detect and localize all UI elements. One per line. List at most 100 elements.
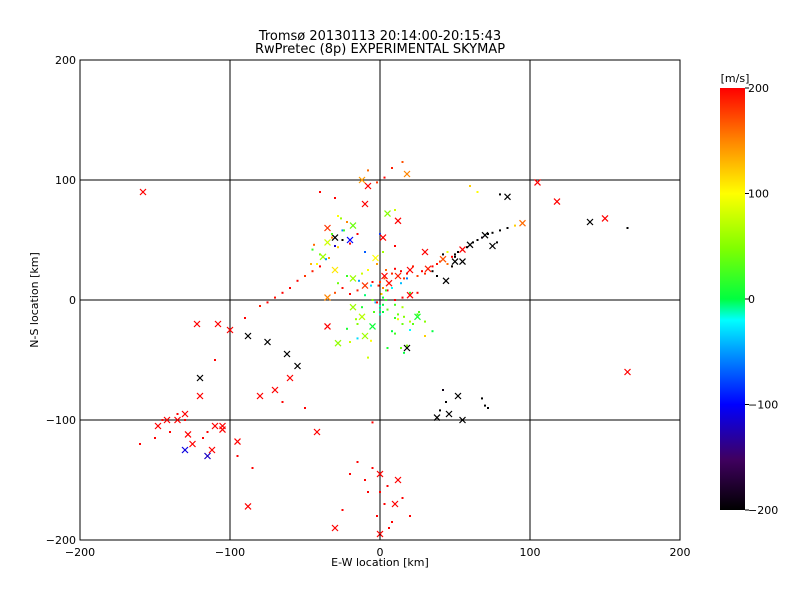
data-point-dot-190 <box>376 181 378 184</box>
data-point-dot-259 <box>391 287 393 289</box>
data-point-dot-256 <box>361 306 363 309</box>
data-point-cross-87 <box>331 524 339 532</box>
data-point-dot-73 <box>139 443 141 445</box>
data-point-dot-93 <box>391 521 393 523</box>
data-point-dot-70 <box>184 419 186 421</box>
y-tick-label-3: 100 <box>55 174 76 187</box>
data-point-dot-42 <box>506 227 509 229</box>
data-point-cross-164 <box>459 416 466 424</box>
data-point-dot-40 <box>491 231 494 234</box>
data-point-dot-89 <box>386 485 389 487</box>
data-point-cross-242 <box>174 416 181 424</box>
y-axis-label: N-S location [km] <box>28 252 41 348</box>
data-point-dot-177 <box>346 221 348 223</box>
data-point-dot-64 <box>266 301 269 304</box>
data-point-dot-129 <box>367 356 369 359</box>
data-point-dot-186 <box>391 167 393 169</box>
data-point-cross-192 <box>358 176 366 184</box>
data-point-cross-243 <box>163 416 171 424</box>
data-point-dot-29 <box>451 255 453 258</box>
data-point-cross-237 <box>264 338 271 346</box>
data-point-dot-101 <box>394 317 396 319</box>
data-point-dot-182 <box>331 233 333 235</box>
colorbar: [m/s] −200 −100 0 100 200 <box>720 72 778 517</box>
data-point-dot-105 <box>349 341 351 343</box>
data-point-dot-4 <box>385 269 387 271</box>
data-point-dot-30 <box>454 253 456 256</box>
data-point-dot-250 <box>394 299 396 301</box>
data-point-dot-116 <box>412 323 414 325</box>
data-point-dot-106 <box>386 347 389 349</box>
data-point-cross-27 <box>439 255 447 263</box>
data-point-cross-212 <box>204 452 211 460</box>
data-point-cross-241 <box>181 410 189 418</box>
data-point-dot-169 <box>487 407 489 409</box>
data-point-dot-21 <box>421 270 423 273</box>
data-point-dot-53 <box>346 275 348 277</box>
data-point-dot-24 <box>431 265 434 268</box>
x-tick-label-4: 200 <box>670 546 691 559</box>
data-point-dot-17 <box>406 272 408 275</box>
data-point-dot-39 <box>487 233 489 235</box>
data-point-dot-136 <box>371 299 374 301</box>
data-point-cross-156 <box>331 266 339 274</box>
data-point-dot-231 <box>431 270 434 273</box>
data-point-dot-65 <box>259 305 261 307</box>
data-point-dot-58 <box>311 270 314 273</box>
colorbar-tick-label-4: 200 <box>748 82 769 95</box>
data-point-cross-247 <box>256 392 264 400</box>
data-point-dot-75 <box>206 431 209 433</box>
data-point-dot-262 <box>397 313 399 316</box>
data-point-cross-11 <box>385 279 393 287</box>
x-tick-label-0: −200 <box>65 546 95 559</box>
data-point-cross-44 <box>519 219 526 227</box>
data-point-cross-85 <box>391 500 399 508</box>
data-point-dot-198 <box>626 227 629 229</box>
data-point-dot-99 <box>388 527 390 529</box>
data-point-dot-128 <box>403 351 405 354</box>
data-point-dot-0 <box>380 293 383 295</box>
data-point-dot-178 <box>337 215 339 217</box>
data-point-dot-83 <box>364 479 366 481</box>
data-point-dot-227 <box>442 253 444 256</box>
data-point-dot-81 <box>251 467 254 469</box>
data-point-dot-66 <box>244 317 246 319</box>
data-point-dot-108 <box>416 313 419 316</box>
data-point-cross-163 <box>445 410 453 418</box>
data-point-dot-22 <box>424 272 426 275</box>
data-point-cross-173 <box>331 234 339 242</box>
data-point-dot-52 <box>337 282 339 285</box>
data-point-dot-55 <box>361 272 363 275</box>
data-point-cross-127 <box>334 339 342 347</box>
data-point-cross-218 <box>376 470 384 478</box>
data-point-dot-123 <box>418 311 420 313</box>
data-point-dot-109 <box>424 320 426 323</box>
data-point-cross-122 <box>349 303 357 311</box>
colorbar-tick-label-1: −100 <box>748 399 778 412</box>
data-point-cross-69 <box>196 392 204 400</box>
data-point-cross-54 <box>349 274 357 282</box>
data-point-cross-199 <box>534 178 541 186</box>
data-point-cross-203 <box>219 426 226 434</box>
data-point-dot-112 <box>356 337 359 340</box>
data-point-cross-252 <box>406 291 414 299</box>
data-point-dot-91 <box>356 461 359 463</box>
data-point-dot-134 <box>386 308 389 311</box>
y-tick-label-4: 200 <box>55 54 76 67</box>
data-point-dot-232 <box>436 275 438 277</box>
data-point-cross-115 <box>358 313 366 321</box>
data-point-dot-80 <box>236 455 239 457</box>
data-point-cross-110 <box>369 322 376 330</box>
x-tick-label-1: −100 <box>215 546 245 559</box>
data-point-dot-189 <box>383 176 386 179</box>
data-point-dot-155 <box>310 263 312 265</box>
data-point-dot-266 <box>355 318 357 321</box>
data-point-dot-253 <box>416 291 419 294</box>
data-point-dot-162 <box>445 401 447 403</box>
data-point-cross-206 <box>313 428 321 436</box>
data-point-dot-9 <box>383 277 386 280</box>
data-point-dot-35 <box>472 241 474 244</box>
data-point-dot-150 <box>337 246 339 249</box>
data-point-cross-138 <box>414 313 421 321</box>
